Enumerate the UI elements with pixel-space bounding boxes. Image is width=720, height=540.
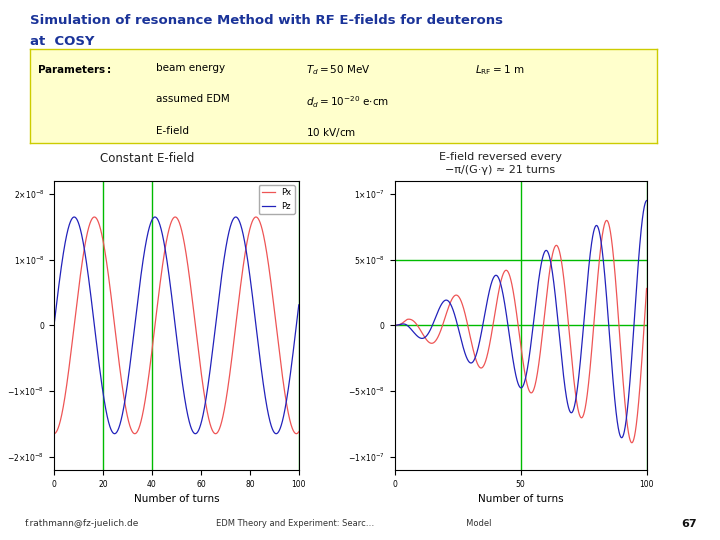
Px: [92, 215, 101, 222]
Pz: [294, 302, 303, 308]
Text: $T_d = 50\ \mathrm{MeV}$: $T_d = 50\ \mathrm{MeV}$: [306, 63, 371, 77]
Px: [78, 261, 86, 267]
Pz: [264, 408, 272, 415]
Line: Pz: Pz: [54, 217, 299, 434]
Text: $L_{\mathrm{RF}} = 1\ \mathrm{m}$: $L_{\mathrm{RF}} = 1\ \mathrm{m}$: [475, 63, 524, 77]
Text: $\mathbf{Parameters:}$: $\mathbf{Parameters:}$: [37, 63, 112, 75]
Text: $d_d = 10^{-20}\ \mathrm{e{\cdot}cm}$: $d_d = 10^{-20}\ \mathrm{e{\cdot}cm}$: [306, 94, 389, 110]
Text: EDM Theory and Experiment: Searc…                                   Model: EDM Theory and Experiment: Searc… Model: [216, 519, 492, 528]
Text: assumed EDM: assumed EDM: [156, 94, 229, 104]
Text: Simulation of resonance Method with RF E-fields for deuterons: Simulation of resonance Method with RF E…: [30, 14, 503, 26]
Pz: [290, 341, 299, 347]
Text: E-field reversed every: E-field reversed every: [439, 152, 562, 162]
X-axis label: Number of turns: Number of turns: [134, 494, 219, 504]
Text: beam energy: beam energy: [156, 63, 225, 73]
Text: E-field: E-field: [156, 126, 189, 136]
Px: [90, 214, 99, 220]
Pz: [92, 339, 101, 346]
Pz: [191, 430, 199, 437]
Px: [50, 430, 58, 437]
Px: [143, 379, 152, 385]
Px: [294, 428, 303, 435]
Legend: Px, Pz: Px, Pz: [258, 185, 294, 214]
Px: [154, 292, 163, 299]
Text: −π/(G·γ) ≈ 21 turns: −π/(G·γ) ≈ 21 turns: [446, 165, 555, 175]
Pz: [78, 233, 86, 239]
Px: [289, 429, 298, 435]
Text: $10\ \mathrm{kV/cm}$: $10\ \mathrm{kV/cm}$: [306, 126, 356, 139]
Text: 67: 67: [681, 519, 697, 529]
Line: Px: Px: [54, 217, 299, 434]
Text: f.rathmann@fz-juelich.de: f.rathmann@fz-juelich.de: [25, 519, 140, 528]
Text: at  COSY: at COSY: [30, 35, 95, 48]
Pz: [143, 230, 152, 237]
Pz: [150, 214, 159, 220]
Pz: [50, 322, 58, 328]
Px: [264, 256, 272, 262]
X-axis label: Number of turns: Number of turns: [478, 494, 563, 504]
Text: Constant E-field: Constant E-field: [100, 152, 195, 165]
Pz: [154, 218, 163, 225]
